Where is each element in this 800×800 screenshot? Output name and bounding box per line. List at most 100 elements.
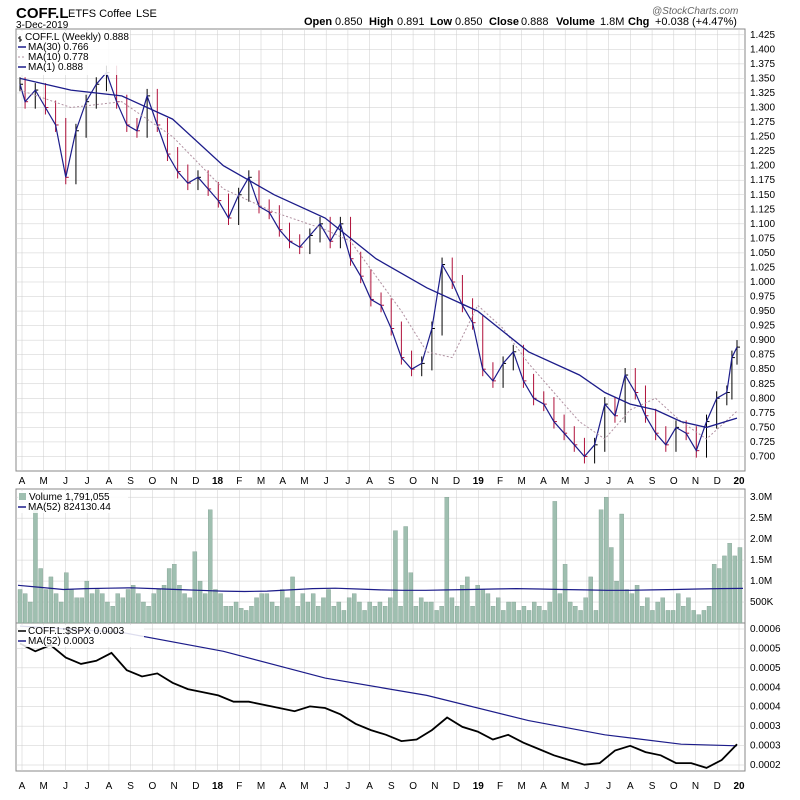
volume-bar xyxy=(578,610,583,624)
volume-bar xyxy=(382,606,388,624)
x-tick-label: A xyxy=(19,476,26,487)
volume-bar xyxy=(43,589,48,624)
volume-bar xyxy=(94,589,100,624)
close-value: 0.888 xyxy=(521,16,549,28)
volume-bar xyxy=(310,593,316,624)
legend-ratio: COFF.L:$SPX 0.0003 xyxy=(28,626,125,637)
legend-ma10: MA(10) 0.778 xyxy=(28,52,89,63)
volume-bar xyxy=(470,606,475,624)
price-tick-label: 1.225 xyxy=(750,146,775,157)
x-tick-label: J xyxy=(584,476,589,487)
x-tick-label: M xyxy=(257,476,265,487)
price-tick-label: 0.875 xyxy=(750,350,775,361)
volume-bar xyxy=(403,526,408,624)
x-tick-label: M xyxy=(561,476,569,487)
x-tick-label: F xyxy=(236,476,242,487)
close-label: Close xyxy=(489,16,519,28)
volume-bar xyxy=(526,610,532,624)
volume-bar xyxy=(357,601,362,624)
volume-bar xyxy=(573,606,578,624)
volume-bar xyxy=(285,597,290,624)
price-tick-label: 1.375 xyxy=(750,59,775,70)
volume-bar xyxy=(521,606,527,624)
volume-bar xyxy=(33,509,38,624)
x-tick-label: J xyxy=(345,781,350,792)
volume-bar xyxy=(269,601,275,624)
grid-layer xyxy=(16,29,745,771)
ratio-ma-line xyxy=(19,625,738,747)
price-series xyxy=(19,65,740,464)
price-tick-label: 0.775 xyxy=(750,408,775,419)
volume-bar xyxy=(341,610,347,624)
x-tick-label: N xyxy=(170,476,177,487)
x-tick-label: A xyxy=(627,476,634,487)
chg-value: +0.038 (+4.47%) xyxy=(655,16,737,28)
volume-bar xyxy=(367,601,372,624)
volume-bar xyxy=(634,585,640,624)
x-tick-label: J xyxy=(85,781,90,792)
x-tick-label: D xyxy=(714,476,721,487)
volume-bar xyxy=(598,509,604,624)
volume-bar xyxy=(506,601,511,624)
x-tick-label: S xyxy=(388,476,395,487)
price-tick-label: 1.250 xyxy=(750,132,775,143)
x-tick-label: N xyxy=(692,476,699,487)
low-label: Low xyxy=(430,16,452,28)
volume-bar xyxy=(485,593,491,624)
volume-bar xyxy=(228,606,234,624)
x-tick-label: J xyxy=(606,476,611,487)
x-tick-label: O xyxy=(409,476,417,487)
open-label: Open xyxy=(304,16,332,28)
volume-bar xyxy=(547,601,552,624)
volume-bar xyxy=(125,589,131,624)
ratio-tick-label: 0.0003 xyxy=(750,741,781,752)
x-tick-label: F xyxy=(497,476,503,487)
price-tick-label: 1.150 xyxy=(750,190,775,201)
low-value: 0.850 xyxy=(455,16,483,28)
volume-bar xyxy=(418,597,424,624)
x-tick-label: A xyxy=(540,476,547,487)
x-tick-label: A xyxy=(540,781,547,792)
volume-bar xyxy=(665,610,671,624)
volume-bar xyxy=(660,597,665,624)
x-tick-label: M xyxy=(518,781,526,792)
volume-bar xyxy=(177,585,182,624)
volume-bar xyxy=(233,601,239,624)
volume-bar xyxy=(583,597,588,624)
x-tick-label: O xyxy=(670,781,678,792)
x-tick-label: J xyxy=(63,781,68,792)
price-tick-label: 0.700 xyxy=(750,451,775,462)
volume-bar xyxy=(259,593,264,624)
legend-price: COFF.L (Weekly) 0.888 xyxy=(25,32,129,43)
volume-bar xyxy=(496,597,501,624)
x-tick-label: D xyxy=(453,476,460,487)
volume-bar xyxy=(187,597,192,624)
volume-bar xyxy=(691,610,696,624)
volume-bar xyxy=(532,601,537,624)
volume-bar xyxy=(511,601,516,624)
x-tick-label: J xyxy=(584,781,589,792)
legend-ma30: MA(30) 0.766 xyxy=(28,42,89,53)
x-tick-label: O xyxy=(148,476,156,487)
volume-bar xyxy=(17,589,23,624)
volume-bar xyxy=(732,555,737,624)
volume-bar xyxy=(249,606,254,624)
volume-bar xyxy=(197,580,203,624)
x-tick-label: M xyxy=(40,476,48,487)
volume-bar xyxy=(542,610,547,624)
x-tick-label: M xyxy=(518,476,526,487)
x-tick-label: M xyxy=(300,476,308,487)
x-tick-label: J xyxy=(606,781,611,792)
x-tick-label: 18 xyxy=(212,476,224,487)
volume-bar xyxy=(696,614,701,624)
x-tick-label: S xyxy=(127,781,134,792)
volume-bar xyxy=(393,530,398,624)
price-tick-label: 1.200 xyxy=(750,161,775,172)
volume-bar xyxy=(717,568,722,624)
x-tick-label: A xyxy=(279,781,286,792)
x-tick-label: 19 xyxy=(473,476,485,487)
x-tick-label: M xyxy=(300,781,308,792)
volume-bar xyxy=(650,610,655,624)
volume-bar xyxy=(444,497,450,624)
